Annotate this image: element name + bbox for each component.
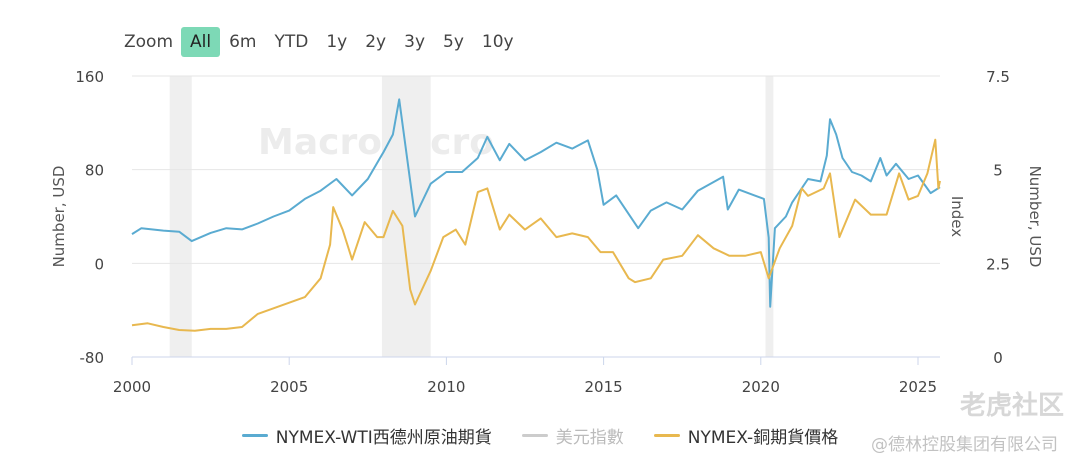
index-axis-title: Index xyxy=(948,196,966,237)
legend-item-copper[interactable]: NYMEX-銅期貨價格 xyxy=(653,423,839,448)
right-tick-label: 0 xyxy=(993,349,1003,367)
left-axis-title: Number, USD xyxy=(50,166,68,268)
legend-label-wti: NYMEX-WTI西德州原油期貨 xyxy=(275,427,492,448)
left-tick-label: 0 xyxy=(94,255,104,273)
right-tick-label: 5 xyxy=(993,162,1003,180)
zoom-button-10y[interactable]: 10y xyxy=(481,32,514,52)
zoom-button-all[interactable]: All xyxy=(181,27,221,57)
x-tick-label: 2005 xyxy=(270,378,308,396)
footer-watermark: 老虎社区 xyxy=(959,391,1064,421)
legend-label-copper: NYMEX-銅期貨價格 xyxy=(687,427,839,448)
left-tick-label: -80 xyxy=(80,349,105,367)
legend-item-wti[interactable]: NYMEX-WTI西德州原油期貨 xyxy=(241,423,492,448)
x-tick-label: 2020 xyxy=(742,378,780,396)
left-tick-label: 160 xyxy=(75,68,104,86)
zoom-button-3y[interactable]: 3y xyxy=(404,32,426,52)
zoom-button-ytd[interactable]: YTD xyxy=(274,32,309,52)
recession-band xyxy=(381,76,431,357)
footer-company: @德林控股集团有限公司 xyxy=(871,435,1058,455)
macromicro-watermark: MacroMicro xyxy=(258,122,494,163)
legend-item-dxy[interactable]: 美元指數 xyxy=(521,423,624,448)
right-axis-title: Number, USD xyxy=(1026,166,1044,268)
recession-band xyxy=(765,76,774,357)
series-line-2 xyxy=(131,138,941,332)
zoom-button-2y[interactable]: 2y xyxy=(365,32,387,52)
x-tick-label: 2025 xyxy=(899,378,937,396)
zoom-button-5y[interactable]: 5y xyxy=(443,32,464,52)
zoom-button-6m[interactable]: 6m xyxy=(229,32,257,52)
left-tick-label: 80 xyxy=(85,162,104,180)
series-line-0 xyxy=(131,98,941,308)
zoom-button-1y[interactable]: 1y xyxy=(326,32,348,52)
zoom-label: Zoom xyxy=(124,32,174,52)
legend-label-dxy: 美元指數 xyxy=(555,427,624,448)
chart-plot: 160 80 0 -80 7.5 5 2.5 0 2000 2005 2010 2015 2020 202… xyxy=(50,68,1044,396)
legend: NYMEX-WTI西德州原油期貨 美元指數 NYMEX-銅期貨價格 xyxy=(0,420,1080,450)
x-tick-label: 2015 xyxy=(585,378,623,396)
recession-band xyxy=(169,76,192,357)
right-tick-label: 7.5 xyxy=(986,68,1010,86)
x-tick-label: 2010 xyxy=(427,378,465,396)
zoom-bar: Zoom All 6m YTD 1y 2y 3y 5y 10y xyxy=(118,26,523,58)
x-tick-label: 2000 xyxy=(113,378,151,396)
right-tick-label: 2.5 xyxy=(986,255,1010,273)
